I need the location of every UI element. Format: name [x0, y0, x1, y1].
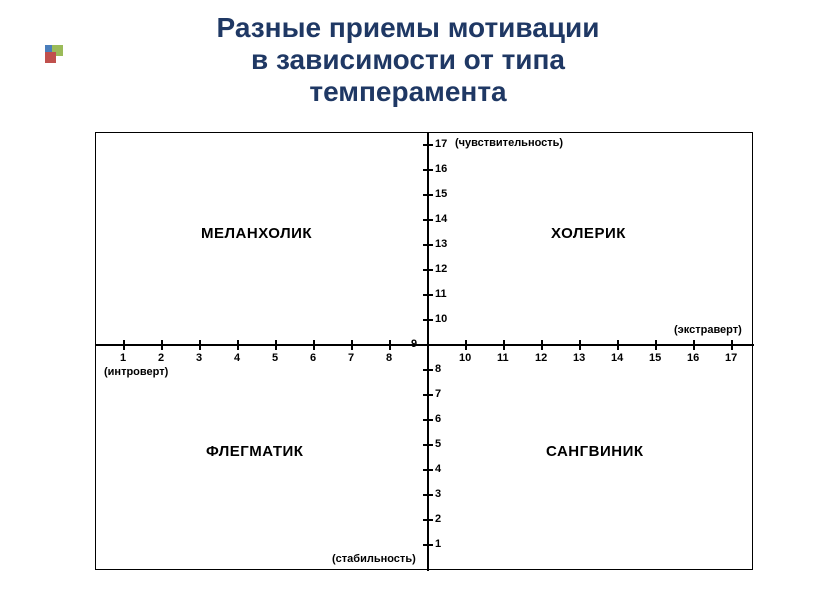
y-tick — [423, 419, 433, 421]
y-tick-label: 7 — [435, 388, 441, 400]
x-tick — [617, 340, 619, 350]
x-tick-label: 3 — [196, 352, 202, 364]
x-tick — [503, 340, 505, 350]
x-tick-label: 17 — [725, 352, 737, 364]
x-tick-label: 10 — [459, 352, 471, 364]
y-tick-label: 16 — [435, 163, 447, 175]
x-tick — [579, 340, 581, 350]
y-tick-label: 6 — [435, 413, 441, 425]
quadrant-choleric: ХОЛЕРИК — [551, 225, 626, 242]
y-tick-label: 3 — [435, 488, 441, 500]
x-tick — [389, 340, 391, 350]
y-tick-label: 15 — [435, 188, 447, 200]
y-tick-label: 12 — [435, 263, 447, 275]
y-tick-label: 10 — [435, 313, 447, 325]
x-tick — [731, 340, 733, 350]
x-tick-label: 11 — [497, 352, 509, 364]
title-line-3: темперамента — [309, 76, 506, 107]
y-tick-label: 4 — [435, 463, 441, 475]
x-tick — [313, 340, 315, 350]
x-tick — [351, 340, 353, 350]
x-tick — [275, 340, 277, 350]
x-tick-label: 4 — [234, 352, 240, 364]
y-tick — [423, 394, 433, 396]
x-tick-label: 2 — [158, 352, 164, 364]
x-tick — [541, 340, 543, 350]
y-axis — [427, 133, 429, 571]
y-tick-label: 14 — [435, 213, 447, 225]
x-tick — [465, 340, 467, 350]
x-tick-label: 12 — [535, 352, 547, 364]
quadrant-sanguine: САНГВИНИК — [546, 443, 644, 460]
y-tick-label: 17 — [435, 138, 447, 150]
y-tick-label: 1 — [435, 538, 441, 550]
quadrant-phlegmatic: ФЛЕГМАТИК — [206, 443, 303, 460]
y-tick-label: 5 — [435, 438, 441, 450]
x-tick — [161, 340, 163, 350]
x-tick — [123, 340, 125, 350]
x-tick-label: 6 — [310, 352, 316, 364]
y-tick — [423, 269, 433, 271]
x-tick — [693, 340, 695, 350]
x-tick — [199, 340, 201, 350]
y-tick — [423, 294, 433, 296]
x-tick-label: 1 — [120, 352, 126, 364]
y-tick — [423, 444, 433, 446]
x-tick-label: 14 — [611, 352, 623, 364]
y-tick — [423, 494, 433, 496]
title-line-2: в зависимости от типа — [251, 44, 565, 75]
x-axis-label-right: (экстраверт) — [674, 324, 742, 336]
temperament-chart: 1716151413121110987654321123456781011121… — [95, 132, 753, 570]
x-tick-label: 13 — [573, 352, 585, 364]
y-tick — [423, 244, 433, 246]
y-tick — [423, 169, 433, 171]
x-tick — [655, 340, 657, 350]
y-tick — [423, 369, 433, 371]
x-tick-label: 15 — [649, 352, 661, 364]
y-center-label: 9 — [411, 338, 417, 350]
y-tick-label: 2 — [435, 513, 441, 525]
y-tick — [423, 319, 433, 321]
page-title: Разные приемы мотивации в зависимости от… — [0, 0, 816, 109]
slide-bullet-icon — [45, 45, 63, 63]
quadrant-melancholic: МЕЛАНХОЛИК — [201, 225, 312, 242]
y-tick — [423, 519, 433, 521]
x-tick-label: 7 — [348, 352, 354, 364]
y-axis-label-top: (чувствительность) — [455, 137, 563, 149]
x-axis-label-left: (интроверт) — [104, 366, 168, 378]
y-tick — [423, 194, 433, 196]
x-tick — [237, 340, 239, 350]
y-tick — [423, 144, 433, 146]
y-tick-label: 11 — [435, 288, 447, 300]
x-tick-label: 5 — [272, 352, 278, 364]
y-tick-label: 13 — [435, 238, 447, 250]
x-tick-label: 8 — [386, 352, 392, 364]
y-tick — [423, 544, 433, 546]
y-tick — [423, 219, 433, 221]
title-line-1: Разные приемы мотивации — [217, 12, 600, 43]
y-axis-label-bottom: (стабильность) — [332, 553, 416, 565]
x-tick-label: 16 — [687, 352, 699, 364]
y-tick — [423, 469, 433, 471]
y-tick-label: 8 — [435, 363, 441, 375]
